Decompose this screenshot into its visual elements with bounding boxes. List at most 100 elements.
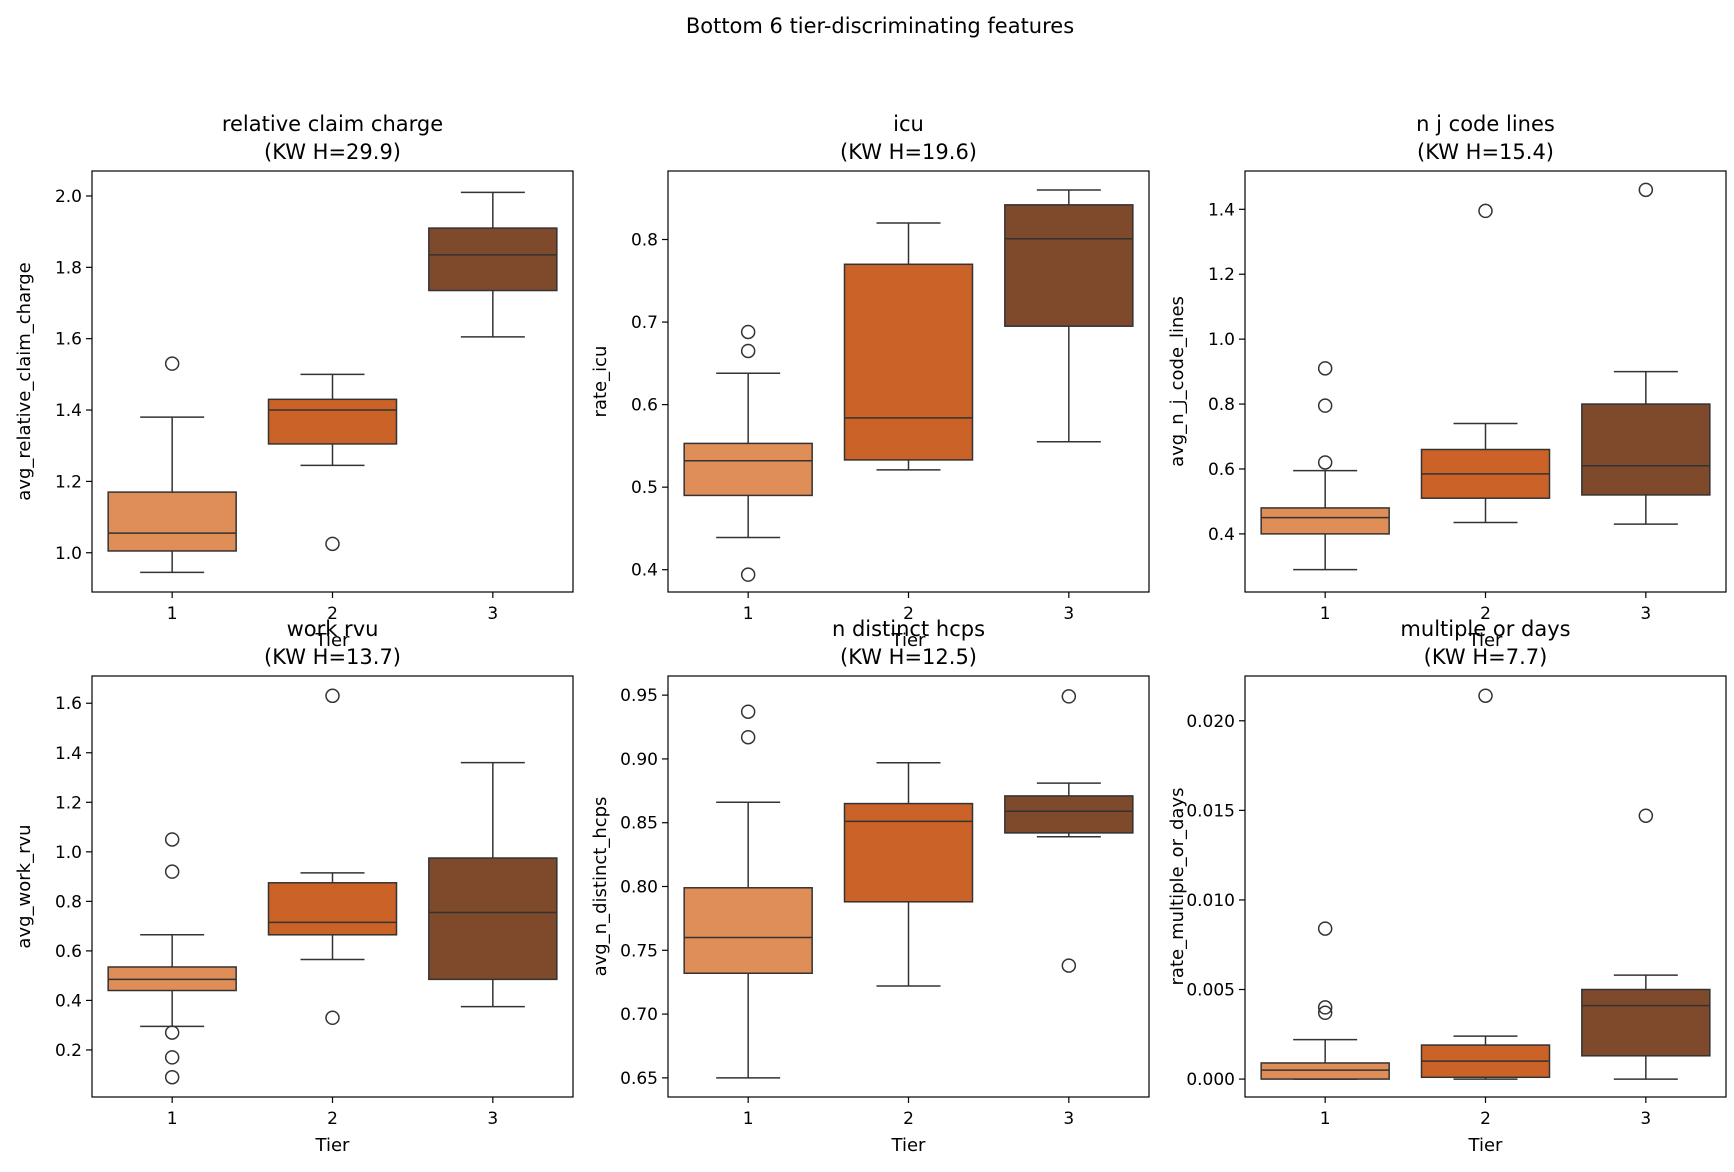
outlier-point: [325, 536, 340, 552]
x-axis-label: Tier: [891, 630, 927, 651]
x-tick-label: 3: [487, 1109, 498, 1129]
box-iqr: [1581, 403, 1711, 496]
outlier-point: [740, 704, 756, 719]
x-axis-label: Tier: [891, 1135, 927, 1156]
box-iqr: [683, 887, 813, 975]
outlier-point: [164, 1025, 180, 1040]
outlier-point: [164, 832, 180, 847]
y-axis-label: avg_n_distinct_hcps: [590, 797, 611, 977]
axes-frame: [1244, 675, 1727, 1098]
box-iqr: [843, 802, 974, 903]
x-tick-label: 3: [1063, 604, 1074, 624]
outlier-point: [164, 1069, 180, 1085]
axes-frame: [667, 675, 1150, 1098]
y-tick-label: 0.70: [620, 1005, 658, 1025]
y-tick-label: 2.0: [55, 187, 82, 207]
box-iqr: [1581, 988, 1711, 1057]
y-tick-label: 0.8: [631, 231, 658, 251]
y-tick-label: 0.010: [1186, 891, 1235, 911]
outlier-point: [740, 729, 756, 745]
y-tick-label: 0.8: [1208, 395, 1235, 415]
y-tick-label: 0.4: [55, 991, 82, 1011]
subplot-1: relative claim charge (KW H=29.9) 1.0 1.2 1.…: [14, 112, 574, 651]
x-axis-label: Tier: [1468, 1135, 1504, 1156]
box-tier-2: [843, 762, 974, 987]
y-tick-label: 0.80: [620, 878, 658, 898]
y-tick-label: 1.2: [1208, 265, 1235, 285]
y-tick-label: 0.95: [620, 686, 658, 706]
y-tick-label: 1.6: [55, 694, 82, 714]
subplot-title: multiple or days: [1400, 617, 1570, 641]
x-tick-label: 1: [743, 1109, 754, 1129]
x-tick-label: 3: [1063, 1109, 1074, 1129]
x-tick-label: 2: [903, 604, 914, 624]
y-tick-label: 1.6: [55, 330, 82, 350]
x-tick-label: 1: [1320, 1109, 1331, 1129]
box-iqr: [267, 398, 398, 445]
subplot-title: work rvu: [287, 617, 379, 641]
y-tick-label: 1.2: [55, 793, 82, 813]
y-tick-label: 0.020: [1186, 712, 1235, 732]
y-tick-label: 0.015: [1186, 801, 1235, 821]
x-tick-label: 2: [327, 1109, 338, 1129]
outlier-point: [1317, 398, 1333, 413]
y-tick-label: 0.8: [55, 892, 82, 912]
box-iqr: [1260, 1062, 1390, 1080]
x-tick-label: 1: [743, 604, 754, 624]
box-tier-2: [267, 373, 398, 552]
outlier-point: [1317, 921, 1333, 936]
y-tick-label: 0.85: [620, 814, 658, 834]
y-tick-label: 0.75: [620, 941, 658, 961]
outlier-point: [1061, 958, 1077, 973]
y-tick-label: 0.65: [620, 1069, 658, 1089]
y-tick-label: 0.5: [631, 478, 658, 498]
box-tier-2: [267, 688, 398, 1026]
box-iqr: [428, 227, 558, 292]
x-tick-label: 3: [1640, 604, 1651, 624]
axes-frame: [1244, 170, 1727, 593]
subplot-6: multiple or days (KW H=7.7) 0.000 0.005 0.01…: [1167, 617, 1727, 1156]
box-tier-1: [683, 704, 813, 1079]
x-axis-label: Tier: [315, 1135, 351, 1156]
box-tier-1: [683, 324, 813, 582]
x-tick-label: 2: [903, 1109, 914, 1129]
box-tier-2: [843, 222, 974, 471]
subplot-subtitle: (KW H=12.5): [840, 645, 977, 669]
outlier-point: [325, 1010, 340, 1026]
axes-frame: [667, 170, 1150, 593]
y-tick-label: 0.000: [1186, 1070, 1235, 1090]
y-axis-label: avg_work_rvu: [14, 824, 35, 948]
subplot-subtitle: (KW H=7.7): [1424, 645, 1548, 669]
outlier-point: [740, 567, 756, 582]
box-iqr: [107, 491, 237, 552]
subplot-grid: relative claim charge (KW H=29.9) 1.0 1.2 1.…: [14, 112, 1727, 1156]
y-tick-label: 0.6: [1208, 460, 1235, 480]
y-tick-label: 1.0: [55, 843, 82, 863]
subplot-3: n j code lines (KW H=15.4) 0.4 0.6 0.8 1.0 1.2…: [1167, 112, 1727, 651]
subplot-subtitle: (KW H=19.6): [840, 140, 977, 164]
subplot-5: n distinct hcps (KW H=12.5) 0.65 0.70 0.75 0.…: [590, 617, 1150, 1156]
axes-frame: [91, 675, 574, 1098]
y-axis-label: avg_relative_claim_charge: [14, 262, 35, 500]
box-tier-1: [107, 356, 237, 574]
outlier-point: [1061, 689, 1077, 704]
box-tier-3: [1004, 189, 1134, 443]
outlier-point: [1638, 182, 1654, 198]
axes-frame: [91, 170, 574, 593]
y-axis-label: avg_n_j_code_lines: [1167, 296, 1188, 467]
y-tick-label: 0.7: [631, 313, 658, 333]
box-iqr: [843, 263, 974, 461]
y-axis-label: rate_multiple_or_days: [1167, 788, 1188, 986]
box-tier-3: [428, 761, 558, 1008]
subplot-2: icu (KW H=19.6) 0.4 0.5 0.6 0.7 0.8 rate_icu 1 2 3…: [590, 112, 1150, 651]
box-iqr: [1260, 507, 1390, 535]
box-tier-2: [1420, 688, 1551, 1080]
y-tick-label: 0.6: [631, 396, 658, 416]
outlier-point: [1478, 688, 1493, 703]
outlier-point: [740, 343, 756, 359]
subplot-title: icu: [893, 112, 924, 136]
x-tick-label: 3: [487, 604, 498, 624]
outlier-point: [164, 864, 180, 879]
box-tier-1: [1260, 921, 1390, 1080]
